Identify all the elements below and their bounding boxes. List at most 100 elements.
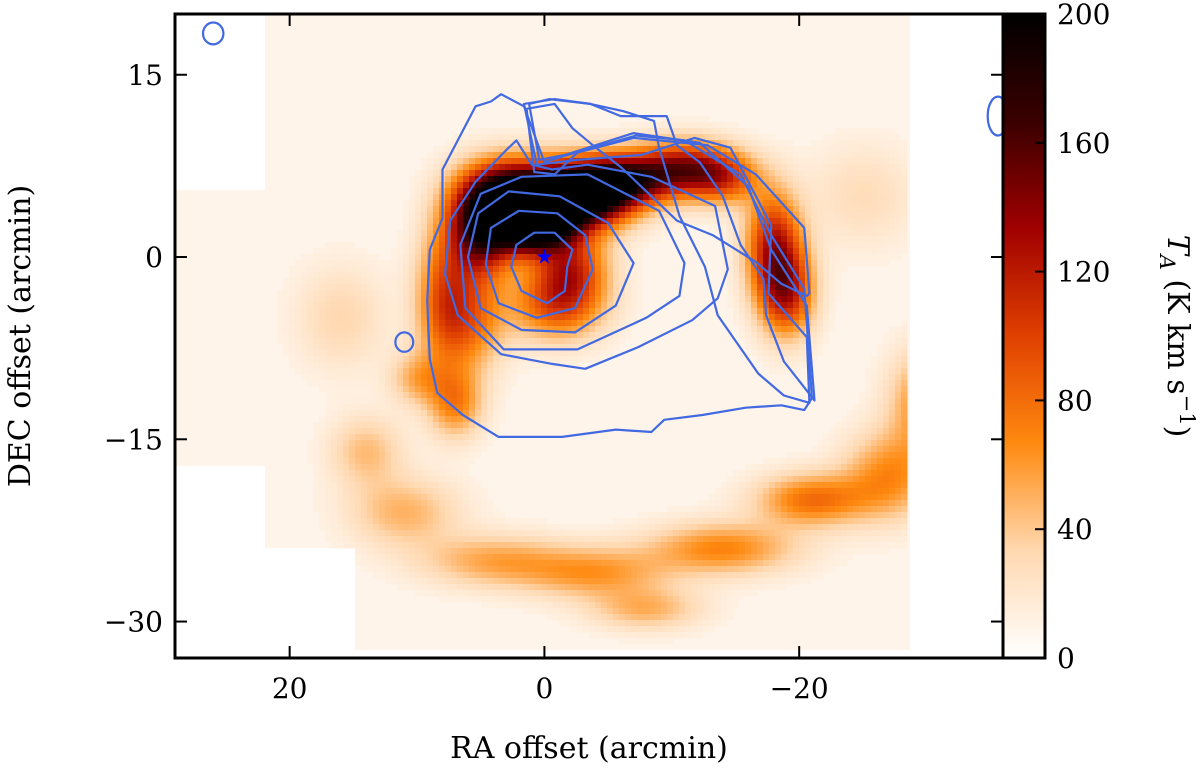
emission-cell [415, 224, 422, 231]
emission-cell [313, 362, 320, 369]
emission-cell [739, 308, 746, 315]
emission-cell [871, 212, 878, 219]
emission-cell [457, 548, 464, 555]
emission-cell [805, 206, 812, 213]
emission-cell [763, 266, 770, 273]
emission-cell [571, 128, 578, 135]
emission-cell [445, 530, 452, 537]
emission-cell [709, 518, 716, 525]
emission-cell [739, 494, 746, 501]
emission-cell [631, 212, 638, 219]
emission-cell [313, 494, 320, 501]
emission-cell [595, 332, 602, 339]
emission-cell [631, 524, 638, 531]
emission-cell [601, 548, 608, 555]
emission-cell [403, 284, 410, 291]
emission-cell [667, 224, 674, 231]
emission-cell [619, 170, 626, 177]
emission-cell [529, 212, 536, 219]
emission-cell [421, 428, 428, 435]
emission-cell [505, 392, 512, 399]
emission-cell [349, 482, 356, 489]
emission-cell [325, 476, 332, 483]
emission-cell [463, 242, 470, 249]
emission-cell [487, 380, 494, 387]
emission-cell [313, 488, 320, 495]
emission-cell [445, 206, 452, 213]
emission-cell [793, 146, 800, 153]
emission-cell [511, 230, 518, 237]
emission-cell [865, 506, 872, 513]
emission-cell [385, 404, 392, 411]
emission-cell [835, 200, 842, 207]
emission-cell [829, 302, 836, 309]
emission-cell [889, 194, 896, 201]
emission-cell [859, 188, 866, 195]
emission-cell [433, 260, 440, 267]
emission-cell [715, 176, 722, 183]
emission-cell [847, 530, 854, 537]
emission-cell [481, 446, 488, 453]
emission-cell [625, 278, 632, 285]
emission-cell [523, 170, 530, 177]
emission-cell [865, 404, 872, 411]
emission-cell [739, 134, 746, 141]
emission-cell [493, 362, 500, 369]
emission-cell [433, 548, 440, 555]
emission-cell [421, 188, 428, 195]
emission-cell [871, 536, 878, 543]
emission-cell [859, 242, 866, 249]
emission-cell [349, 356, 356, 363]
emission-cell [865, 254, 872, 261]
emission-cell [439, 302, 446, 309]
emission-cell [745, 542, 752, 549]
emission-cell [289, 338, 296, 345]
emission-cell [619, 278, 626, 285]
emission-cell [571, 548, 578, 555]
emission-cell [751, 242, 758, 249]
emission-cell [325, 356, 332, 363]
emission-cell [721, 236, 728, 243]
emission-cell [601, 194, 608, 201]
emission-cell [427, 278, 434, 285]
emission-cell [331, 458, 338, 465]
emission-cell [613, 176, 620, 183]
emission-cell [505, 368, 512, 375]
emission-cell [523, 200, 530, 207]
emission-cell [895, 248, 902, 255]
emission-cell [853, 260, 860, 267]
emission-cell [403, 554, 410, 561]
emission-cell [343, 368, 350, 375]
emission-cell [877, 134, 884, 141]
emission-cell [589, 296, 596, 303]
emission-cell [859, 440, 866, 447]
emission-cell [301, 326, 308, 333]
emission-cell [325, 284, 332, 291]
emission-cell [763, 500, 770, 507]
emission-cell [475, 218, 482, 225]
emission-cell [589, 542, 596, 549]
emission-cell [403, 278, 410, 285]
emission-cell [595, 158, 602, 165]
emission-cell [697, 206, 704, 213]
emission-cell [877, 488, 884, 495]
emission-cell [835, 548, 842, 555]
emission-cell [349, 422, 356, 429]
emission-cell [709, 188, 716, 195]
emission-cell [541, 536, 548, 543]
emission-cell [463, 278, 470, 285]
emission-cell [547, 338, 554, 345]
emission-cell [331, 266, 338, 273]
emission-cell [493, 134, 500, 141]
emission-cell [889, 470, 896, 477]
emission-cell [373, 362, 380, 369]
emission-cell [811, 452, 818, 459]
emission-cell [631, 188, 638, 195]
emission-cell [589, 308, 596, 315]
emission-cell [787, 350, 794, 357]
emission-cell [859, 128, 866, 135]
emission-cell [343, 500, 350, 507]
emission-cell [841, 482, 848, 489]
emission-cell [739, 140, 746, 147]
emission-cell [511, 380, 518, 387]
